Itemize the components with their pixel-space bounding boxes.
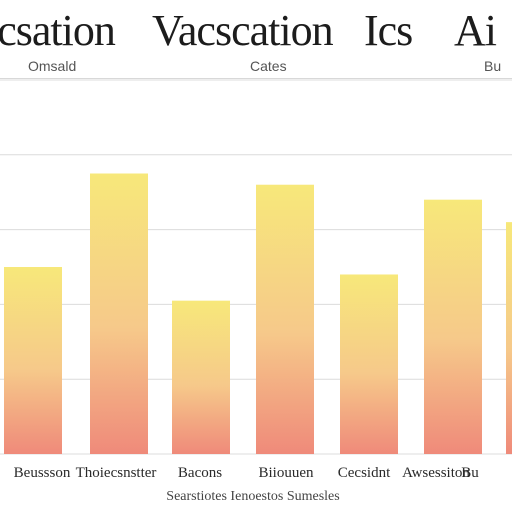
chart-title-part: Vacscation [152,8,334,54]
chart-subtitle: Omsald [28,58,77,74]
bar [256,184,314,454]
header-rule [0,78,512,79]
bar [340,274,398,454]
x-tick-label: Bacons [177,465,223,481]
bar [172,300,230,454]
chart-subtitle: Bu [484,58,502,74]
bar [4,267,62,454]
chart-title-part: icsation [0,8,116,54]
bar [90,173,148,454]
x-tick-label: Biiouuen [258,465,314,481]
bar [506,222,512,454]
chart-title: icsation Vacscation Ics Ai [0,8,512,54]
bar [424,199,482,454]
chart-title-part: Ai [454,8,497,54]
x-tick-label: Beussson [13,465,71,481]
x-tick-label: Awsessiton [402,465,470,481]
chart-subtitle: Cates [250,58,287,74]
bars [4,173,512,454]
x-tick-label: Thoiecsnstter [75,465,157,481]
chart-title-part: Ics [364,8,413,54]
x-axis-title: Searstiotes Ienoestos Sumesles [166,489,340,504]
chart-subtitles: Omsald Cates Bu [0,56,512,78]
x-tick-label: Bu [461,465,479,481]
x-tick-label: Cecsidnt [337,465,391,481]
